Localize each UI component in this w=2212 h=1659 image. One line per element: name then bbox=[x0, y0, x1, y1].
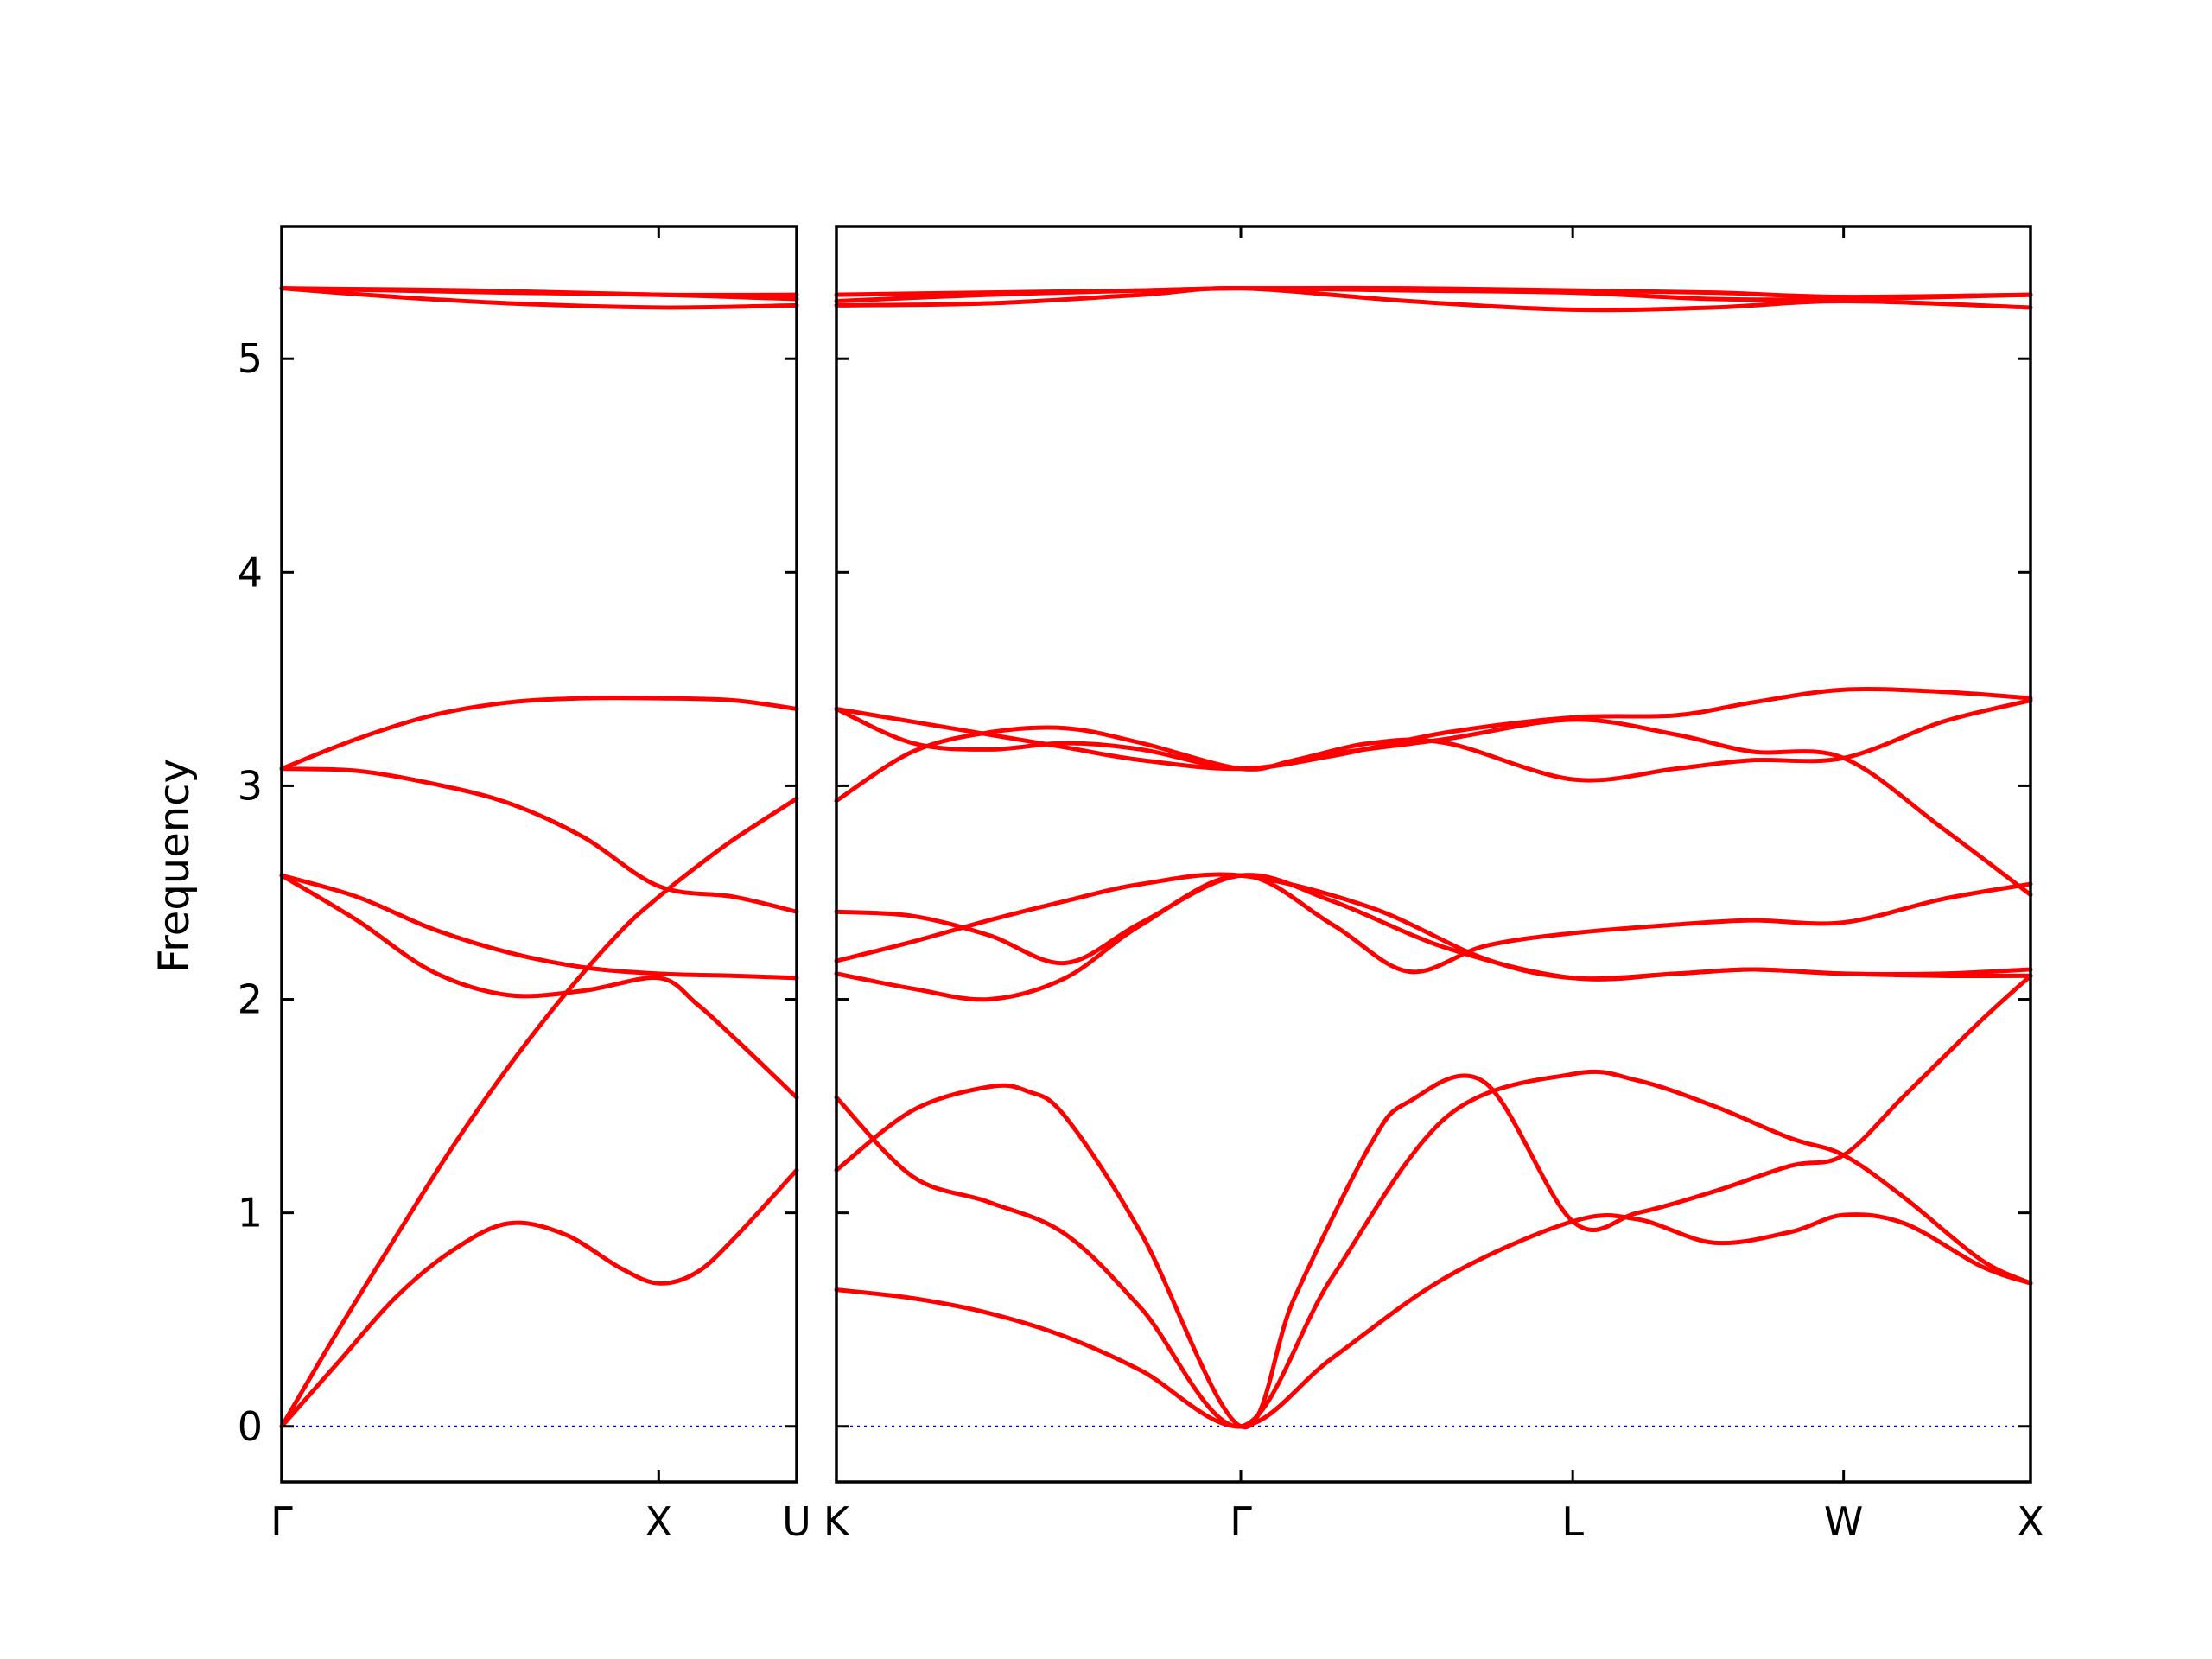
y-tick-label: 3 bbox=[238, 762, 263, 809]
plot-frame bbox=[280, 225, 798, 1484]
band-2 bbox=[834, 1069, 2033, 1429]
band-6 bbox=[279, 696, 799, 772]
x-tick-label: U bbox=[782, 1498, 811, 1545]
band-8 bbox=[834, 698, 2033, 804]
band-5 bbox=[834, 873, 2033, 982]
band-2 bbox=[279, 796, 799, 1429]
plot-frame bbox=[835, 225, 2032, 1484]
band-3 bbox=[279, 873, 799, 1100]
x-tick-label: Γ bbox=[1230, 1498, 1252, 1545]
band-1 bbox=[279, 1167, 799, 1429]
y-tick-label: 4 bbox=[238, 549, 263, 595]
band-7 bbox=[279, 286, 799, 310]
y-tick-label: 2 bbox=[238, 976, 263, 1023]
band-6 bbox=[834, 872, 2033, 982]
x-tick-label: X bbox=[645, 1498, 673, 1545]
y-axis-label: Frequency bbox=[150, 759, 199, 973]
y-tick-label: 1 bbox=[238, 1190, 263, 1236]
band-4 bbox=[279, 873, 799, 981]
band-4 bbox=[834, 873, 2033, 1002]
x-tick-label: Γ bbox=[270, 1498, 293, 1545]
y-tick-label: 5 bbox=[238, 335, 263, 382]
band-12 bbox=[834, 286, 2033, 302]
y-axis: 0 1 2 3 4 5 bbox=[238, 335, 263, 1450]
band-3 bbox=[834, 973, 2033, 1430]
band-9 bbox=[279, 286, 799, 297]
band-5 bbox=[279, 766, 799, 914]
band-11 bbox=[834, 285, 2033, 313]
x-tick-label: L bbox=[1561, 1498, 1584, 1545]
y-tick-label: 0 bbox=[238, 1403, 263, 1450]
x-tick-label: W bbox=[1824, 1498, 1863, 1545]
band-9 bbox=[834, 687, 2033, 772]
x-tick-label: X bbox=[2017, 1498, 2044, 1545]
band-1 bbox=[834, 1212, 2033, 1429]
x-tick-label: K bbox=[823, 1498, 851, 1545]
